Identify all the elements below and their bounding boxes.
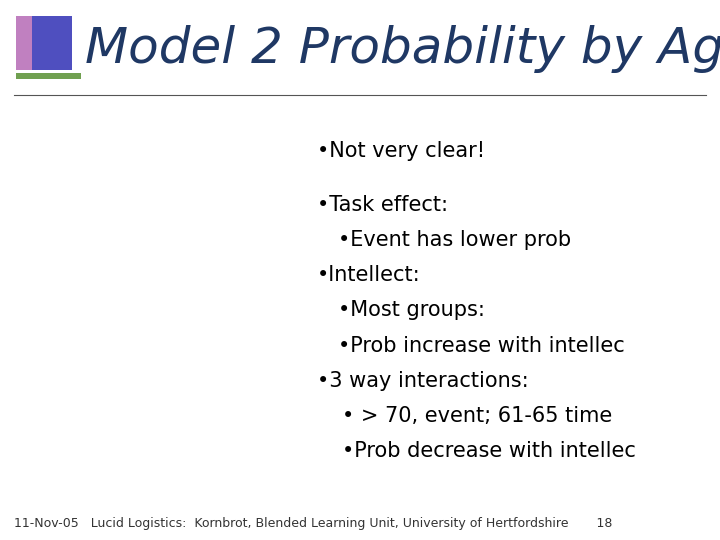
Text: •Not very clear!: •Not very clear! — [317, 141, 485, 161]
FancyBboxPatch shape — [32, 16, 72, 70]
Text: Model 2 Probability by Age: Model 2 Probability by Age — [85, 25, 720, 72]
Text: •Event has lower prob: •Event has lower prob — [338, 230, 572, 251]
Text: • > 70, event; 61-65 time: • > 70, event; 61-65 time — [342, 406, 612, 426]
FancyBboxPatch shape — [16, 73, 81, 79]
Text: •3 way interactions:: •3 way interactions: — [317, 370, 528, 391]
Text: •Prob decrease with intellec: •Prob decrease with intellec — [342, 441, 636, 461]
Text: •Most groups:: •Most groups: — [338, 300, 485, 321]
Text: 11-Nov-05   Lucid Logistics:  Kornbrot, Blended Learning Unit, University of Her: 11-Nov-05 Lucid Logistics: Kornbrot, Ble… — [14, 517, 613, 530]
Text: •Intellect:: •Intellect: — [317, 265, 420, 286]
FancyBboxPatch shape — [16, 16, 55, 70]
Text: •Task effect:: •Task effect: — [317, 195, 448, 215]
Text: •Prob increase with intellec: •Prob increase with intellec — [338, 335, 625, 356]
